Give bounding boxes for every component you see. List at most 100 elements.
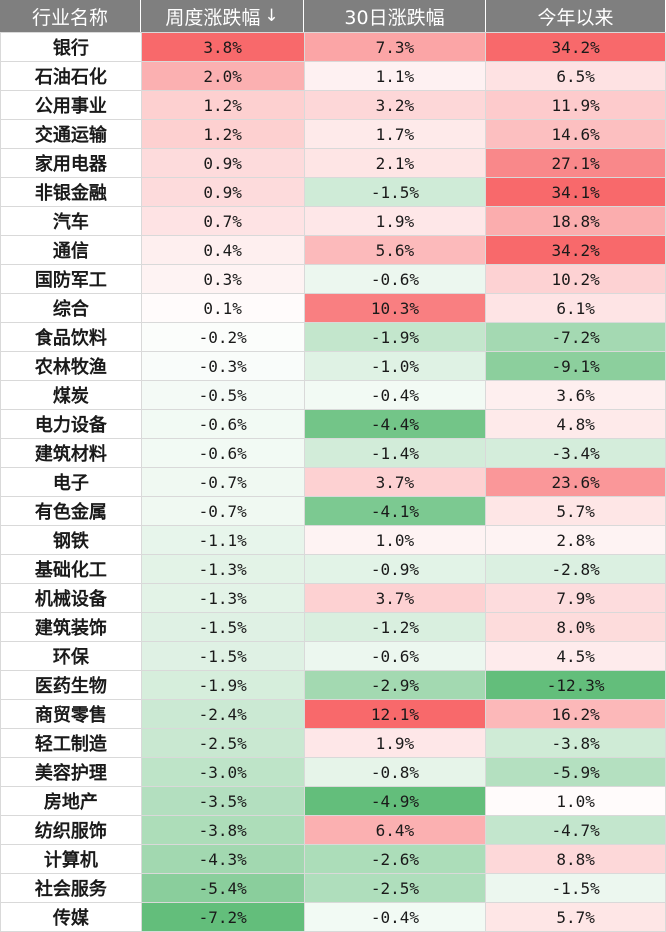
weekly-change-cell: -4.3% [141, 845, 305, 873]
ytd-change-cell: 5.7% [486, 903, 666, 931]
thirty-day-change-cell: 7.3% [304, 33, 487, 61]
weekly-change-cell: 0.9% [141, 149, 305, 177]
header-30d-change[interactable]: 30日涨跌幅 [304, 0, 486, 32]
header-row: 行业名称 周度涨跌幅 ↓ 30日涨跌幅 今年以来 [0, 0, 666, 32]
ytd-change-cell: 7.9% [486, 584, 666, 612]
ytd-change-cell: 4.5% [486, 642, 666, 670]
weekly-change-cell: 0.4% [141, 236, 305, 264]
thirty-day-change-cell: 1.9% [304, 729, 487, 757]
thirty-day-change-cell: -0.9% [304, 555, 487, 583]
table-row: 房地产 -3.5% -4.9% 1.0% [1, 786, 666, 815]
sort-descending-icon[interactable]: ↓ [264, 6, 279, 26]
ytd-change-cell: 2.8% [486, 526, 666, 554]
industry-name-cell: 环保 [1, 642, 142, 670]
industry-name-cell: 农林牧渔 [1, 352, 142, 380]
weekly-change-cell: -0.5% [141, 381, 305, 409]
industry-name-cell: 机械设备 [1, 584, 142, 612]
industry-name-cell: 传媒 [1, 903, 142, 931]
industry-name-cell: 交通运输 [1, 120, 142, 148]
table-row: 交通运输 1.2% 1.7% 14.6% [1, 119, 666, 148]
thirty-day-change-cell: -1.9% [304, 323, 487, 351]
ytd-change-cell: -5.9% [486, 758, 666, 786]
industry-name-cell: 美容护理 [1, 758, 142, 786]
thirty-day-change-cell: 1.7% [304, 120, 487, 148]
table-row: 煤炭 -0.5% -0.4% 3.6% [1, 380, 666, 409]
industry-name-cell: 家用电器 [1, 149, 142, 177]
weekly-change-cell: -2.5% [141, 729, 305, 757]
thirty-day-change-cell: 3.2% [304, 91, 487, 119]
weekly-change-cell: 1.2% [141, 120, 305, 148]
ytd-change-cell: 14.6% [486, 120, 666, 148]
ytd-change-cell: 27.1% [486, 149, 666, 177]
industry-name-cell: 国防军工 [1, 265, 142, 293]
thirty-day-change-cell: 3.7% [304, 468, 487, 496]
industry-name-cell: 通信 [1, 236, 142, 264]
weekly-change-cell: 2.0% [141, 62, 305, 90]
industry-name-cell: 纺织服饰 [1, 816, 142, 844]
table-row: 银行 3.8% 7.3% 34.2% [1, 32, 666, 61]
industry-name-cell: 石油石化 [1, 62, 142, 90]
weekly-change-cell: -0.6% [141, 439, 305, 467]
table-row: 传媒 -7.2% -0.4% 5.7% [1, 902, 666, 931]
ytd-change-cell: 4.8% [486, 410, 666, 438]
table-row: 计算机 -4.3% -2.6% 8.8% [1, 844, 666, 873]
ytd-change-cell: 34.2% [486, 33, 666, 61]
weekly-change-cell: 0.9% [141, 178, 305, 206]
table-row: 石油石化 2.0% 1.1% 6.5% [1, 61, 666, 90]
ytd-change-cell: 16.2% [486, 700, 666, 728]
weekly-change-cell: -1.3% [141, 584, 305, 612]
thirty-day-change-cell: -4.1% [304, 497, 487, 525]
table-row: 家用电器 0.9% 2.1% 27.1% [1, 148, 666, 177]
industry-name-cell: 钢铁 [1, 526, 142, 554]
thirty-day-change-cell: 10.3% [304, 294, 487, 322]
thirty-day-change-cell: -0.8% [304, 758, 487, 786]
ytd-change-cell: -12.3% [486, 671, 666, 699]
industry-name-cell: 汽车 [1, 207, 142, 235]
industry-name-cell: 非银金融 [1, 178, 142, 206]
header-weekly-label: 周度涨跌幅 [165, 6, 261, 29]
table-row: 汽车 0.7% 1.9% 18.8% [1, 206, 666, 235]
thirty-day-change-cell: 1.0% [304, 526, 487, 554]
weekly-change-cell: -0.6% [141, 410, 305, 438]
ytd-change-cell: -7.2% [486, 323, 666, 351]
ytd-change-cell: 34.1% [486, 178, 666, 206]
ytd-change-cell: 6.5% [486, 62, 666, 90]
header-ytd-change[interactable]: 今年以来 [486, 0, 666, 32]
table-row: 通信 0.4% 5.6% 34.2% [1, 235, 666, 264]
table-row: 机械设备 -1.3% 3.7% 7.9% [1, 583, 666, 612]
industry-name-cell: 医药生物 [1, 671, 142, 699]
ytd-change-cell: 8.8% [486, 845, 666, 873]
thirty-day-change-cell: -4.9% [304, 787, 487, 815]
weekly-change-cell: -0.3% [141, 352, 305, 380]
table-row: 食品饮料 -0.2% -1.9% -7.2% [1, 322, 666, 351]
industry-name-cell: 公用事业 [1, 91, 142, 119]
industry-name-cell: 建筑装饰 [1, 613, 142, 641]
table-row: 轻工制造 -2.5% 1.9% -3.8% [1, 728, 666, 757]
table-row: 环保 -1.5% -0.6% 4.5% [1, 641, 666, 670]
thirty-day-change-cell: 1.1% [304, 62, 487, 90]
ytd-change-cell: -3.4% [486, 439, 666, 467]
table-row: 钢铁 -1.1% 1.0% 2.8% [1, 525, 666, 554]
table-row: 非银金融 0.9% -1.5% 34.1% [1, 177, 666, 206]
weekly-change-cell: -5.4% [141, 874, 305, 902]
weekly-change-cell: 3.8% [141, 33, 305, 61]
weekly-change-cell: -1.5% [141, 642, 305, 670]
weekly-change-cell: -1.3% [141, 555, 305, 583]
thirty-day-change-cell: -2.6% [304, 845, 487, 873]
industry-name-cell: 基础化工 [1, 555, 142, 583]
weekly-change-cell: 0.7% [141, 207, 305, 235]
thirty-day-change-cell: -0.4% [304, 381, 487, 409]
ytd-change-cell: 6.1% [486, 294, 666, 322]
industry-name-cell: 建筑材料 [1, 439, 142, 467]
ytd-change-cell: 5.7% [486, 497, 666, 525]
industry-name-cell: 房地产 [1, 787, 142, 815]
header-weekly-change[interactable]: 周度涨跌幅 ↓ [141, 0, 304, 32]
header-industry-name[interactable]: 行业名称 [0, 0, 141, 32]
weekly-change-cell: -0.2% [141, 323, 305, 351]
industry-name-cell: 电子 [1, 468, 142, 496]
weekly-change-cell: 1.2% [141, 91, 305, 119]
ytd-change-cell: 11.9% [486, 91, 666, 119]
thirty-day-change-cell: -1.4% [304, 439, 487, 467]
ytd-change-cell: 3.6% [486, 381, 666, 409]
